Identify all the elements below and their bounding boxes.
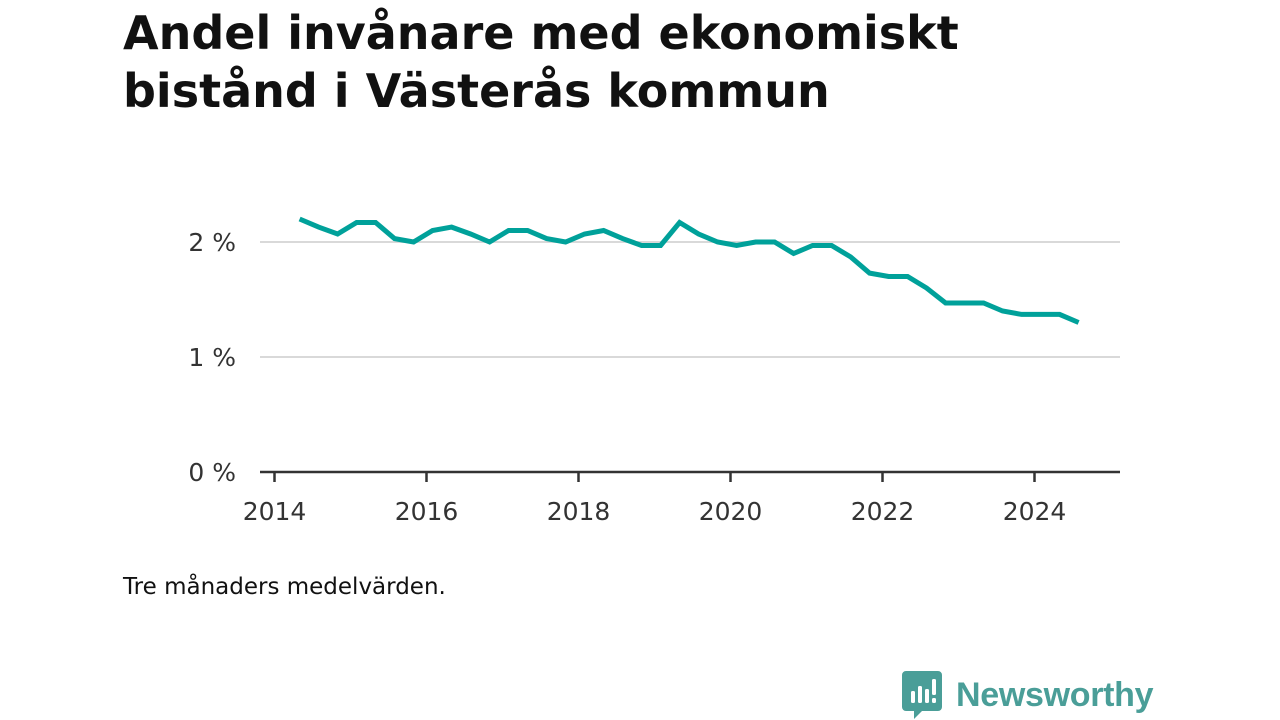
x-axis-labels: 2014 2016 2018 2020 2022 2024 <box>243 497 1067 526</box>
y-tick-label: 1 % <box>188 343 236 372</box>
data-point <box>791 251 796 256</box>
data-point <box>525 228 530 233</box>
data-point <box>886 274 891 279</box>
data-point <box>924 286 929 291</box>
data-point <box>943 300 948 305</box>
data-point <box>316 225 321 230</box>
data-point <box>677 220 682 225</box>
data-point <box>1019 312 1024 317</box>
data-point <box>639 243 644 248</box>
data-point <box>335 231 340 236</box>
y-axis-labels: 0 % 1 % 2 % <box>188 228 236 487</box>
brand-logo: Newsworthy <box>902 670 1154 720</box>
data-point <box>354 220 359 225</box>
data-point <box>468 231 473 236</box>
x-tick-label: 2022 <box>851 497 915 526</box>
y-tick-label: 0 % <box>188 458 236 487</box>
chart-title: Andel invånare med ekonomiskt bistånd i … <box>123 6 959 118</box>
data-point <box>487 240 492 245</box>
series-layer <box>297 216 1081 325</box>
data-point <box>1038 312 1043 317</box>
data-point <box>1057 312 1062 317</box>
data-point <box>867 271 872 276</box>
data-point <box>734 243 739 248</box>
data-point <box>373 220 378 225</box>
data-point <box>1000 309 1005 314</box>
data-point <box>829 243 834 248</box>
newsworthy-logo-icon <box>902 671 942 719</box>
data-point <box>449 225 454 230</box>
data-point <box>962 300 967 305</box>
data-point <box>848 254 853 259</box>
data-point <box>753 240 758 245</box>
data-point <box>392 236 397 241</box>
chart-footnote: Tre månaders medelvärden. <box>123 574 446 600</box>
x-tick-label: 2024 <box>1003 497 1067 526</box>
brand-name: Newsworthy <box>956 675 1154 714</box>
x-tick-label: 2014 <box>243 497 307 526</box>
data-point <box>506 228 511 233</box>
data-point <box>582 231 587 236</box>
gridlines <box>260 241 1120 358</box>
data-point <box>905 274 910 279</box>
data-point <box>696 231 701 236</box>
x-tick-label: 2016 <box>395 497 459 526</box>
x-tick-label: 2018 <box>547 497 611 526</box>
data-point <box>620 236 625 241</box>
data-point <box>658 243 663 248</box>
data-point <box>1076 320 1081 325</box>
x-tick-label: 2020 <box>699 497 763 526</box>
data-point <box>297 217 302 222</box>
data-point <box>715 240 720 245</box>
data-point <box>430 228 435 233</box>
data-point <box>810 243 815 248</box>
data-point <box>772 240 777 245</box>
data-point <box>544 236 549 241</box>
series-line <box>298 216 1080 325</box>
data-point <box>563 240 568 245</box>
data-point <box>601 228 606 233</box>
y-tick-label: 2 % <box>188 228 236 257</box>
data-point <box>411 240 416 245</box>
x-axis-ticks <box>273 472 1036 482</box>
data-point <box>981 300 986 305</box>
